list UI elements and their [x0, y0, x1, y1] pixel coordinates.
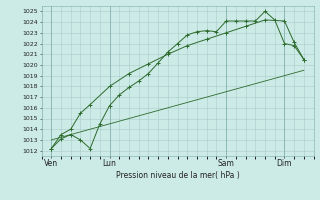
X-axis label: Pression niveau de la mer( hPa ): Pression niveau de la mer( hPa ): [116, 171, 239, 180]
